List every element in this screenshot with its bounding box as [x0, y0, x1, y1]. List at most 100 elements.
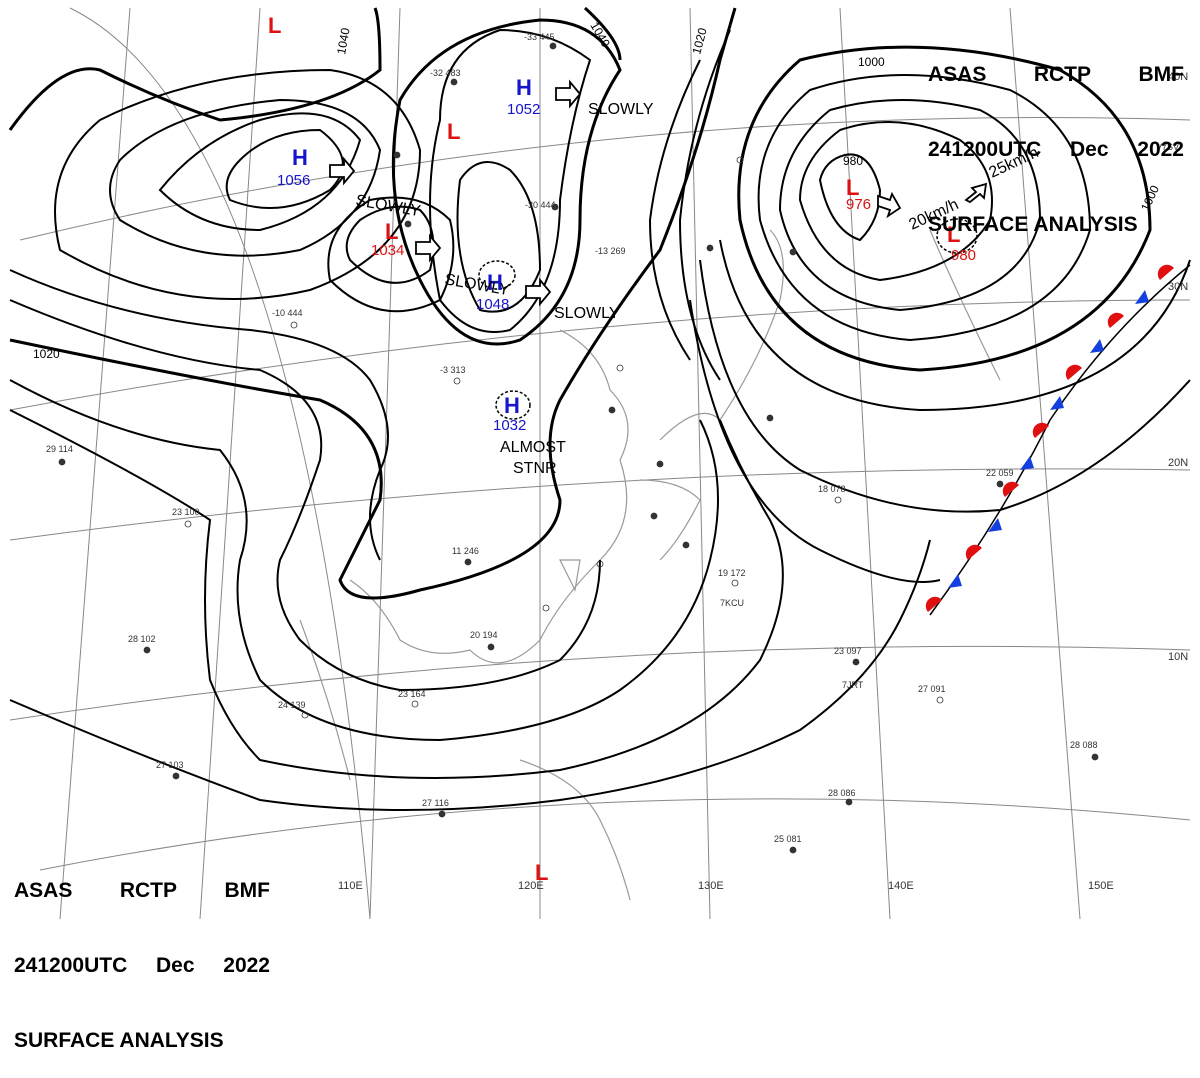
low-center-l3-value: 980 [951, 247, 976, 264]
svg-text:1040: 1040 [334, 26, 352, 55]
high-center-h1-value: 1056 [277, 172, 310, 189]
svg-text:-30 444: -30 444 [525, 200, 556, 210]
header-bottom-center: BMF [224, 879, 271, 902]
header-bottom-product: ASAS [14, 879, 73, 902]
station-labels: 29 114 23 100 28 102 27 103 27 116 25 08… [46, 32, 1179, 844]
arrow-l976 [877, 191, 902, 219]
svg-text:V7SV: V7SV [1156, 142, 1179, 152]
header-bottom-title: SURFACE ANALYSIS [14, 1029, 224, 1052]
grid-label-150e: 150E [1088, 880, 1114, 892]
svg-text:1000: 1000 [858, 55, 885, 69]
low-center-l3-letter: L [947, 222, 960, 247]
svg-text:-13 269: -13 269 [595, 246, 626, 256]
motion-arrows [329, 79, 988, 307]
svg-text:SLOWLY: SLOWLY [554, 305, 620, 322]
low-center-l4-letter: L [268, 13, 281, 38]
header-bottom-line1: ASAS RCTP BMF [14, 878, 270, 903]
svg-text:20 194: 20 194 [470, 630, 498, 640]
isobar-1040-thick-b [583, 6, 622, 61]
grid-label-30n: 30N [1168, 281, 1188, 293]
arrow-h1056 [329, 156, 356, 186]
svg-text:11 246: 11 246 [452, 546, 479, 556]
high-center-h2-letter: H [516, 75, 532, 100]
svg-text:23 164: 23 164 [398, 689, 426, 699]
arrow-l1034 [415, 233, 442, 263]
header-bottom: ASAS RCTP BMF 241200UTC Dec 2022 SURFACE… [14, 828, 270, 1078]
svg-text:-3 313: -3 313 [440, 365, 466, 375]
grid-label-40n: 40N [1168, 71, 1188, 83]
svg-text:27 116: 27 116 [422, 798, 449, 808]
header-top-product: ASAS [928, 63, 987, 86]
svg-text:27 091: 27 091 [918, 684, 946, 694]
grid-label-140e: 140E [888, 880, 914, 892]
header-bottom-time: 241200UTC [14, 954, 128, 977]
svg-text:22 059: 22 059 [986, 468, 1014, 478]
header-top-month: Dec [1069, 138, 1109, 161]
high-center-h4-letter: H [504, 393, 520, 418]
grid-label-20n: 20N [1168, 457, 1188, 469]
svg-text:29 114: 29 114 [46, 444, 73, 454]
arrow-h1048 [525, 277, 552, 307]
low-center-l5-letter: L [447, 119, 460, 144]
svg-text:19 172: 19 172 [718, 568, 746, 578]
header-top-line1: ASAS RCTP BMF [928, 62, 1184, 87]
svg-text:ALMOST: ALMOST [500, 439, 566, 456]
grid-label-10n: 10N [1168, 651, 1188, 663]
low-center-l6-letter: L [535, 860, 548, 885]
svg-text:-10 444: -10 444 [272, 308, 303, 318]
svg-text:-32 483: -32 483 [430, 68, 461, 78]
svg-text:7KCU: 7KCU [720, 598, 744, 608]
header-top-station: RCTP [1033, 63, 1092, 86]
header-bottom-station: RCTP [119, 879, 178, 902]
svg-text:1020: 1020 [689, 26, 710, 56]
arrow-ne [964, 182, 988, 204]
svg-text:SLOWLY: SLOWLY [588, 101, 654, 118]
svg-text:23 100: 23 100 [172, 507, 200, 517]
svg-text:-33 445: -33 445 [524, 32, 555, 42]
grid-label-110e: 110E [338, 880, 363, 892]
header-bottom-year: 2022 [223, 954, 270, 977]
svg-text:27 103: 27 103 [156, 760, 184, 770]
svg-text:28 086: 28 086 [828, 788, 856, 798]
svg-text:18 078: 18 078 [818, 484, 846, 494]
high-center-h1-letter: H [292, 145, 308, 170]
low-center-l1-letter: L [385, 219, 398, 244]
header-bottom-line2: 241200UTC Dec 2022 [14, 953, 270, 978]
grid-label-130e: 130E [698, 880, 724, 892]
isobar-inner [158, 112, 362, 232]
svg-text:24 139: 24 139 [278, 700, 306, 710]
header-top-year: 2022 [1137, 138, 1184, 161]
isobar-1020 [9, 7, 737, 600]
svg-text:23 097: 23 097 [834, 646, 862, 656]
cold-front-marks [948, 290, 1149, 588]
header-top: ASAS RCTP BMF 241200UTC Dec 2022 SURFACE… [928, 12, 1184, 262]
low-center-l2-value: 976 [846, 196, 871, 213]
dashed-center-rings [478, 218, 978, 420]
station-plots [58, 42, 1099, 854]
pressure-centers: H 1056 H 1052 H 1048 H 1032 L 1034 L 976… [268, 13, 976, 885]
grid-label-120e: 120E [518, 880, 544, 892]
isobars [8, 6, 1191, 811]
svg-text:7JRT: 7JRT [842, 680, 864, 690]
isobar-1040-thick [8, 7, 382, 131]
header-top-title: SURFACE ANALYSIS [928, 213, 1138, 236]
svg-text:28 088: 28 088 [1070, 740, 1098, 750]
frontal-system [925, 264, 1191, 616]
high-center-h3-letter: H [487, 270, 503, 295]
high-center-h4-value: 1032 [493, 417, 526, 434]
warm-front-marks [925, 264, 1174, 612]
high-center-h2-value: 1052 [507, 101, 540, 118]
svg-text:28 102: 28 102 [128, 634, 156, 644]
svg-text:1020: 1020 [33, 347, 60, 361]
surface-analysis-map: 110E 120E 130E 140E 150E 40N 30N 20N 10N… [8, 6, 1191, 919]
low-center-l2-letter: L [846, 175, 859, 200]
header-top-center: BMF [1138, 63, 1185, 86]
svg-text:980: 980 [843, 154, 863, 168]
low-center-l1-value: 1034 [371, 242, 404, 259]
header-bottom-month: Dec [155, 954, 195, 977]
svg-text:25 081: 25 081 [774, 834, 802, 844]
high-center-h3-value: 1048 [476, 296, 509, 313]
header-top-time: 241200UTC [928, 138, 1042, 161]
arrow-h1052 [555, 79, 582, 109]
svg-text:STNR: STNR [513, 460, 557, 477]
